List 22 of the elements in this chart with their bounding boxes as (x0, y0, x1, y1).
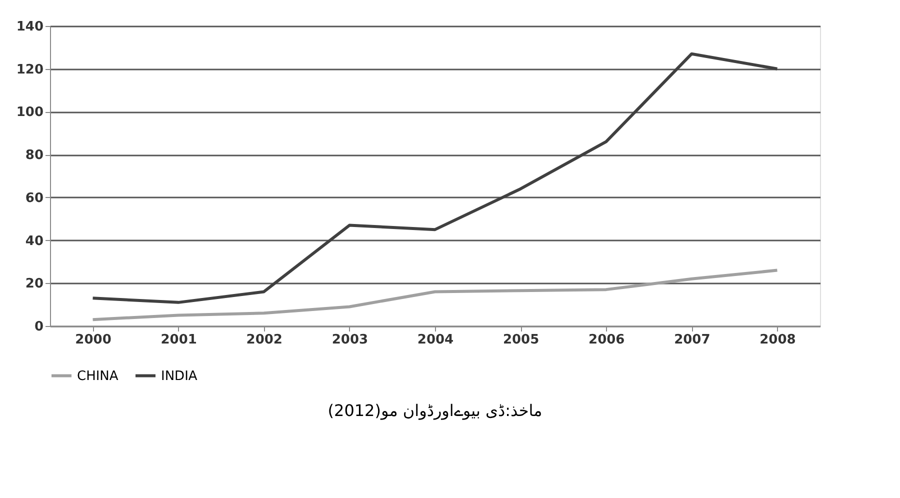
x-tick-label: 2006 (588, 332, 625, 348)
line-series (91, 52, 779, 304)
legend-label: INDIA (161, 368, 198, 384)
x-tick-label: 2004 (417, 332, 454, 348)
y-tick-label: 60 (25, 190, 44, 206)
y-tick-label: 140 (16, 20, 44, 34)
y-tick-label: 120 (16, 62, 44, 78)
x-tick-label: 2003 (332, 332, 368, 348)
y-tick-label: 0 (34, 320, 44, 334)
y-tick-label: 20 (25, 276, 44, 292)
text: ماخذ:ڈی بیوےاورڈوان مو(2012) (328, 401, 542, 420)
x-tick-label: 2005 (502, 332, 540, 348)
y-tick-label: 40 (25, 234, 44, 249)
legend-label: CHINA (77, 368, 118, 384)
y-tick-label: 100 (16, 105, 44, 120)
x-tick-label: 2001 (160, 332, 197, 348)
line-series (91, 268, 779, 322)
x-tick-label: 2002 (246, 332, 282, 348)
y-tick-label: 80 (25, 148, 44, 164)
x-tick-label: 2008 (760, 332, 796, 348)
x-tick-label: 2007 (674, 332, 710, 348)
x-tick-label: 2000 (75, 332, 112, 348)
